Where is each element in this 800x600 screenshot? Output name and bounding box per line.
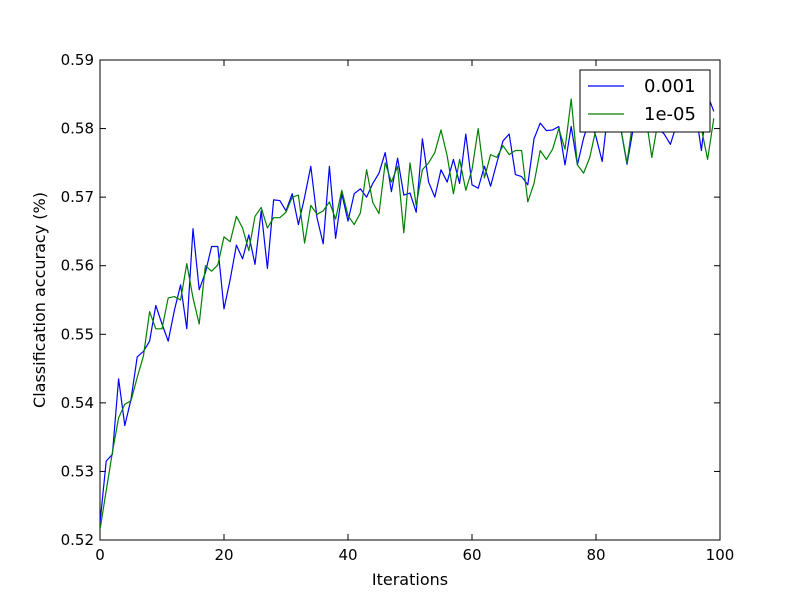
x-axis-title: Iterations [372, 570, 448, 589]
x-tick-label: 100 [706, 546, 735, 564]
axis-tick-labels: 0 20 40 60 80 100 0.52 0.53 0.54 0.55 0.56 0.57 0.58… [61, 51, 735, 564]
y-tick-label: 0.52 [61, 531, 94, 549]
legend-label-series-1: 0.001 [644, 76, 696, 97]
plot-frame [99, 59, 721, 541]
legend-label-series-2: 1e-05 [644, 104, 696, 125]
y-tick-label: 0.58 [61, 120, 94, 138]
y-tick-label: 0.59 [61, 51, 94, 69]
x-tick-label: 20 [214, 546, 233, 564]
legend: 0.001 1e-05 [579, 69, 711, 133]
axis-ticks [99, 59, 721, 541]
x-tick-label: 80 [586, 546, 605, 564]
y-tick-label: 0.53 [61, 462, 94, 480]
y-tick-label: 0.55 [61, 325, 94, 343]
y-tick-label: 0.57 [61, 188, 94, 206]
x-tick-label: 60 [462, 546, 481, 564]
x-tick-label: 40 [338, 546, 357, 564]
x-tick-label: 0 [95, 546, 105, 564]
y-tick-label: 0.54 [61, 394, 94, 412]
y-tick-label: 0.56 [61, 257, 94, 275]
legend-box [579, 69, 711, 133]
y-axis-title: Classification accuracy (%) [30, 192, 49, 408]
